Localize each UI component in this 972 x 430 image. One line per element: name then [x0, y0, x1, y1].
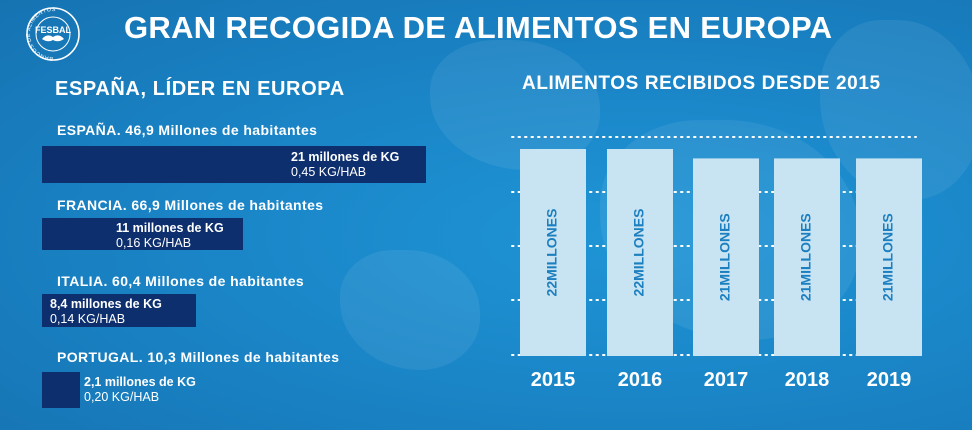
country-francia-bar: 11 millones de KG 0,16 KG/HAB — [42, 218, 244, 250]
country-italia-perhab: 0,14 KG/HAB — [50, 312, 126, 326]
logo-name: FESBAL — [35, 25, 72, 35]
country-italia-bar: 8,4 millones de KG 0,14 KG/HAB — [42, 294, 196, 327]
country-francia-label: FRANCIA. 66,9 Millones de habitantes — [57, 197, 324, 213]
x-tick-2017: 2017 — [704, 369, 749, 391]
fesbal-logo: FESBAL BANCOS DE ALIMENTOS — [26, 7, 80, 61]
country-portugal-bar: 2,1 millones de KG 0,20 KG/HAB — [42, 372, 196, 408]
bar-label-2016: 22MILLONES — [631, 209, 647, 297]
bar-2015 — [520, 149, 586, 356]
x-tick-2015: 2015 — [531, 369, 576, 391]
country-espana-bar: 21 millones de KG 0,45 KG/HAB — [42, 146, 426, 183]
country-portugal-label: PORTUGAL. 10,3 Millones de habitantes — [57, 349, 340, 365]
country-francia-perhab: 0,16 KG/HAB — [116, 236, 192, 250]
bar-label-2015: 22MILLONES — [544, 209, 560, 297]
country-portugal-perhab: 0,20 KG/HAB — [84, 390, 160, 404]
bar-label-2018: 21MILLONES — [798, 213, 814, 301]
x-tick-2018: 2018 — [785, 369, 830, 391]
bar-label-2017: 21MILLONES — [717, 213, 733, 301]
country-portugal-kg: 2,1 millones de KG — [84, 375, 196, 389]
bar-2018 — [774, 158, 840, 356]
page-title: GRAN RECOGIDA DE ALIMENTOS EN EUROPA — [124, 10, 833, 45]
chart-title: ALIMENTOS RECIBIDOS DESDE 2015 — [522, 73, 881, 94]
bar-2017 — [693, 158, 759, 356]
country-espana-label: ESPAÑA. 46,9 Millones de habitantes — [57, 122, 318, 138]
bar-label-2019: 21MILLONES — [880, 213, 896, 301]
country-francia-kg: 11 millones de KG — [116, 221, 224, 235]
x-tick-2016: 2016 — [618, 369, 663, 391]
country-espana-perhab: 0,45 KG/HAB — [291, 165, 367, 179]
bar-2016 — [607, 149, 673, 356]
x-tick-2019: 2019 — [867, 369, 912, 391]
country-espana-kg: 21 millones de KG — [291, 150, 400, 164]
left-subtitle: ESPAÑA, LÍDER EN EUROPA — [55, 78, 345, 100]
country-italia-kg: 8,4 millones de KG — [50, 297, 162, 311]
bar-2019 — [856, 158, 922, 356]
country-italia-label: ITALIA. 60,4 Millones de habitantes — [57, 273, 305, 289]
